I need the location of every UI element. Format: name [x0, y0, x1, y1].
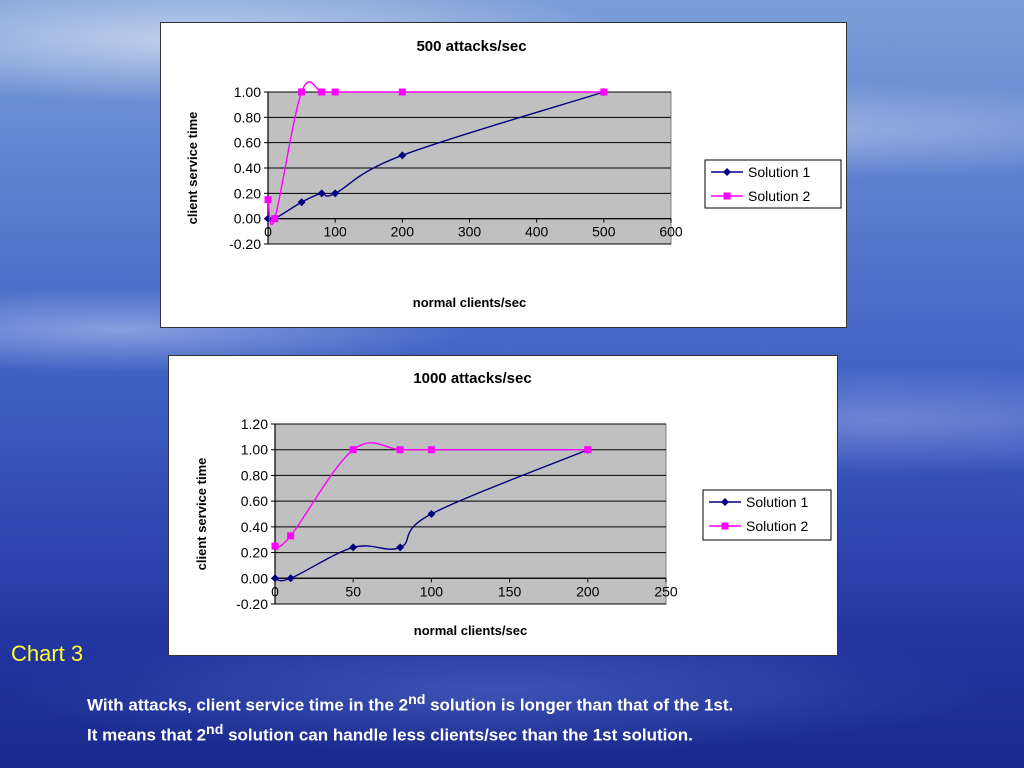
- y-tick-label: 0.00: [241, 570, 268, 586]
- plot-area: [274, 423, 667, 605]
- y-tick-label: 1.00: [241, 442, 268, 458]
- x-tick-label: 400: [525, 224, 549, 240]
- x-tick-label: 200: [576, 583, 600, 599]
- data-point-solution-1: [297, 198, 306, 207]
- data-point-solution-1: [331, 189, 340, 198]
- chart-500-attacks: 500 attacks/sec -0.20 0.00 0.20 0.40 0.60 0.80…: [185, 38, 842, 310]
- legend-label-1: Solution 1: [748, 164, 810, 180]
- data-point-solution-2: [331, 88, 339, 96]
- y-tick-label: 0.20: [241, 545, 268, 561]
- x-tick-label: 100: [323, 224, 347, 240]
- legend-marker-1: [723, 168, 731, 176]
- y-tick-label: 0.20: [234, 185, 261, 201]
- y-tick-label: 0.60: [234, 135, 261, 151]
- x-axis-title: normal clients/sec: [414, 623, 527, 638]
- data-point-solution-1: [286, 574, 295, 583]
- legend-label-2: Solution 2: [746, 518, 808, 534]
- x-tick-label: 300: [458, 224, 482, 240]
- legend-marker-2: [723, 192, 731, 200]
- data-point-solution-1: [349, 543, 358, 552]
- chart-caption: Chart 3: [11, 641, 84, 666]
- x-tick-label: 200: [391, 224, 415, 240]
- data-point-solution-1: [427, 510, 436, 518]
- data-point-solution-2: [264, 196, 272, 204]
- x-tick-label: 50: [345, 583, 361, 599]
- data-point-solution-1: [271, 574, 279, 583]
- line1-before: With attacks, client service time in the…: [87, 695, 409, 715]
- x-tick-label: 100: [420, 583, 444, 599]
- y-tick-label: 1.20: [241, 416, 268, 432]
- x-axis-title: normal clients/sec: [413, 295, 526, 310]
- line2-sup: nd: [206, 721, 224, 738]
- y-tick-label: 0.00: [234, 211, 261, 227]
- data-point-solution-2: [396, 446, 404, 454]
- legend-label-2: Solution 2: [748, 188, 810, 204]
- data-point-solution-2: [271, 542, 279, 550]
- x-tick-label: 0: [271, 583, 279, 599]
- chart-panel-500-attacks: 500 attacks/sec -0.20 0.00 0.20 0.40 0.60 0.80…: [160, 22, 847, 328]
- legend-box: [702, 489, 832, 541]
- data-point-solution-2: [298, 88, 306, 96]
- data-point-solution-1: [317, 189, 326, 198]
- data-point-solution-2: [398, 88, 406, 96]
- data-point-solution-2: [318, 88, 326, 96]
- data-point-solution-2: [349, 446, 357, 454]
- x-tick-label: 600: [659, 224, 683, 240]
- data-point-solution-2: [584, 446, 592, 454]
- line2-after: solution can handle less clients/sec tha…: [223, 725, 693, 745]
- y-axis-title: client service time: [185, 112, 200, 225]
- conclusion-line-1: With attacks, client service time in the…: [87, 688, 1007, 718]
- x-tick-label: 250: [654, 583, 678, 599]
- line1-after: solution is longer than that of the 1st.: [425, 695, 734, 715]
- x-tick-label: 0: [264, 224, 272, 240]
- y-tick-label: 0.40: [234, 160, 261, 176]
- y-tick-label: 0.80: [234, 109, 261, 125]
- legend-marker-1: [721, 498, 729, 506]
- conclusion-text: With attacks, client service time in the…: [87, 688, 1007, 747]
- data-point-solution-2: [427, 446, 435, 454]
- legend-marker-2: [721, 522, 729, 530]
- conclusion-line-2: It means that 2nd solution can handle le…: [87, 718, 1007, 748]
- chart-title: 500 attacks/sec: [416, 38, 526, 55]
- y-tick-label: -0.20: [229, 236, 261, 252]
- y-tick-label: 0.40: [241, 519, 268, 535]
- y-tick-label: -0.20: [236, 596, 268, 612]
- y-tick-label: 0.60: [241, 493, 268, 509]
- chart-title: 1000 attacks/sec: [413, 370, 531, 387]
- x-tick-label: 150: [498, 583, 522, 599]
- legend-label-1: Solution 1: [746, 494, 808, 510]
- data-point-solution-2: [287, 532, 295, 540]
- line2-before: It means that 2: [87, 725, 207, 745]
- y-tick-label: 0.80: [241, 467, 268, 483]
- y-axis-title: client service time: [194, 458, 209, 571]
- data-point-solution-1: [396, 543, 405, 552]
- legend-box: [704, 159, 842, 209]
- data-point-solution-1: [398, 151, 407, 160]
- line1-sup: nd: [408, 692, 426, 708]
- y-tick-label: 1.00: [234, 84, 261, 100]
- chart-1000-attacks: 1000 attacks/sec -0.20 0.00 0.20 0.40 0.60 0.8…: [194, 370, 832, 638]
- data-point-solution-2: [271, 215, 279, 223]
- data-point-solution-2: [600, 88, 608, 96]
- chart-panel-1000-attacks: 1000 attacks/sec -0.20 0.00 0.20 0.40 0.60 0.8…: [168, 355, 838, 656]
- x-tick-label: 500: [592, 224, 616, 240]
